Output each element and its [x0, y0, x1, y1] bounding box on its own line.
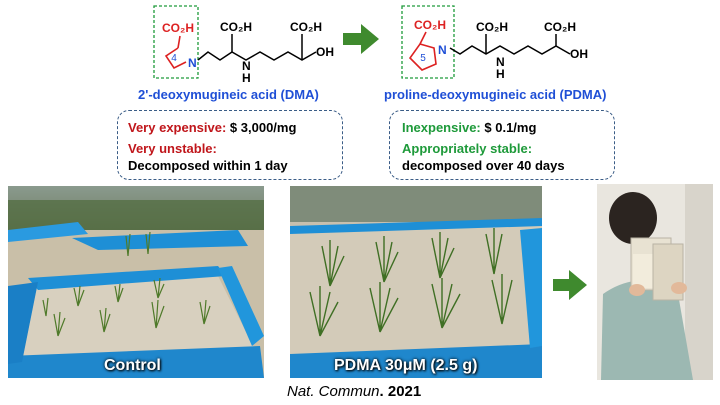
dma-ring-bonds — [164, 47, 187, 70]
pdma-ring-size: 5 — [420, 53, 426, 64]
control-caption: Control — [104, 357, 161, 374]
dma-cost-label: Very expensive: — [128, 120, 227, 135]
pdma-acid-2: CO₂H — [544, 20, 576, 34]
dma-nh: N — [242, 59, 251, 73]
pdma-nh-h: H — [496, 67, 505, 81]
dma-properties-box: Very expensive: $ 3,000/mg Very unstable… — [117, 110, 343, 180]
pdma-cost-value: $ 0.1/mg — [484, 120, 537, 135]
pdma-properties-box: Inexpensive: $ 0.1/mg Appropriately stab… — [389, 110, 615, 180]
citation: Nat. Commun. 2021 — [287, 383, 421, 400]
citation-dot: . — [379, 383, 384, 400]
dma-cost-value: $ 3,000/mg — [229, 120, 297, 135]
pdma-chain-bonds — [449, 45, 571, 55]
control-field-photo — [8, 186, 264, 378]
pdma-ring-n: N — [438, 43, 447, 57]
dma-ring-n: N — [188, 56, 197, 70]
pdma-acid-1: CO₂H — [476, 20, 508, 34]
pdma-nh: N — [496, 55, 505, 69]
citation-journal: Nat. Commun — [287, 383, 380, 400]
arrow-right-icon — [553, 270, 587, 300]
dma-highlight-box — [153, 5, 199, 79]
pdma-ring-bonds — [408, 43, 437, 71]
pdma-stability-label: Appropriately stable: — [402, 141, 533, 156]
pdma-stability-value: decomposed over 40 days — [402, 158, 565, 173]
harvest-photo — [597, 184, 713, 380]
dma-name: 2'-deoxymugineic acid (DMA) — [138, 87, 319, 102]
arrow-right-icon — [343, 24, 379, 54]
dma-structure: CO₂H 4 N CO₂H CO₂H N H OH — [153, 5, 334, 84]
pdma-oh: OH — [570, 47, 588, 61]
pdma-ring-group: CO₂H — [414, 18, 446, 32]
pdma-caption: PDMA 30μM (2.5 g) — [334, 357, 478, 374]
pdma-structure: CO₂H 5 N CO₂H CO₂H N H OH — [401, 5, 588, 81]
dma-ring-size: 4 — [171, 53, 177, 64]
pdma-cost-label: Inexpensive: — [402, 120, 481, 135]
pdma-name: proline-deoxymugineic acid (PDMA) — [384, 87, 607, 102]
dma-chain-bonds — [197, 51, 317, 61]
dma-stability-value: Decomposed within 1 day — [128, 158, 288, 173]
dma-nh-h: H — [242, 71, 251, 84]
dma-oh: OH — [316, 45, 334, 59]
dma-acid-2: CO₂H — [290, 20, 322, 34]
dma-acid-1: CO₂H — [220, 20, 252, 34]
pdma-field-photo — [290, 186, 542, 378]
citation-year: 2021 — [387, 383, 422, 400]
pdma-highlight-box — [401, 5, 455, 79]
dma-stability-label: Very unstable: — [128, 141, 217, 156]
dma-ring-group: CO₂H — [162, 21, 194, 35]
